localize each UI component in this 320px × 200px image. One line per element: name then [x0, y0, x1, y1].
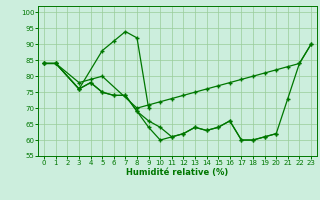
X-axis label: Humidité relative (%): Humidité relative (%): [126, 168, 229, 177]
